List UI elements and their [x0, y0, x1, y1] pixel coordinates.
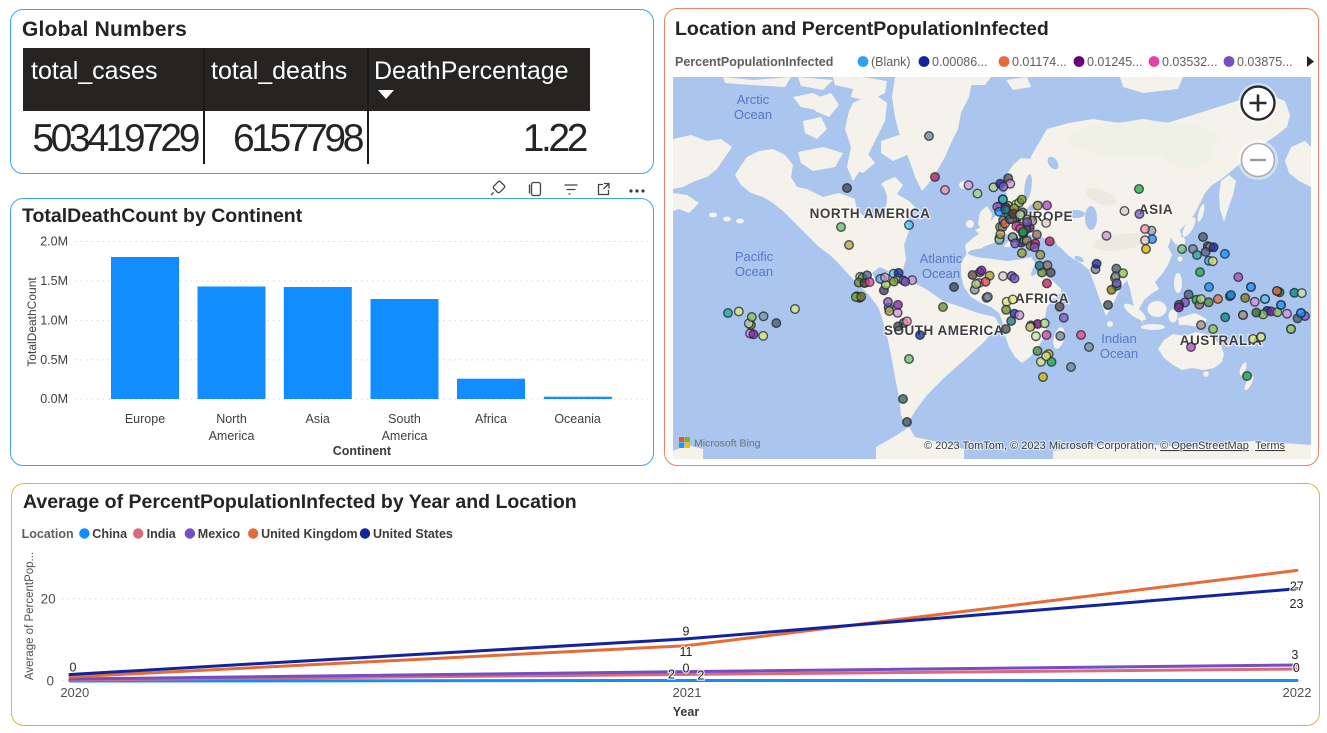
svg-text:Ocean: Ocean — [922, 266, 960, 281]
svg-text:11: 11 — [680, 645, 693, 659]
svg-text:3: 3 — [1291, 648, 1298, 662]
svg-text:0.0M: 0.0M — [40, 392, 68, 406]
svg-text:Year: Year — [673, 705, 700, 719]
svg-text:North: North — [216, 412, 247, 426]
svg-text:United Kingdom: United Kingdom — [261, 527, 358, 541]
svg-text:(Blank): (Blank) — [871, 55, 911, 69]
svg-text:20: 20 — [41, 591, 56, 606]
svg-text:0.01245...: 0.01245... — [1087, 55, 1143, 69]
svg-text:0.00086...: 0.00086... — [932, 55, 988, 69]
svg-text:South: South — [388, 412, 421, 426]
svg-text:SOUTH AMERICA: SOUTH AMERICA — [884, 323, 1004, 338]
svg-text:Asia: Asia — [306, 412, 330, 426]
svg-text:Europe: Europe — [125, 412, 165, 426]
svg-text:27: 27 — [1290, 579, 1304, 593]
svg-text:2: 2 — [668, 667, 675, 681]
svg-text:0.5M: 0.5M — [40, 353, 68, 367]
svg-text:America: America — [209, 429, 255, 443]
svg-text:0: 0 — [1293, 661, 1300, 675]
svg-text:2.0M: 2.0M — [40, 235, 68, 249]
svg-text:India: India — [147, 527, 177, 541]
svg-text:Continent: Continent — [333, 444, 392, 458]
svg-text:2020: 2020 — [60, 685, 89, 700]
svg-text:TotalDeathCount: TotalDeathCount — [25, 277, 39, 367]
svg-text:2021: 2021 — [673, 685, 702, 700]
svg-text:ASIA: ASIA — [1139, 202, 1173, 217]
svg-text:AUSTRALIA: AUSTRALIA — [1180, 333, 1263, 348]
svg-text:Africa: Africa — [475, 412, 507, 426]
svg-text:© 2023 TomTom, © 2023 Microsof: © 2023 TomTom, © 2023 Microsoft Corporat… — [924, 440, 1286, 452]
svg-text:0.03532...: 0.03532... — [1162, 55, 1218, 69]
svg-text:0: 0 — [683, 661, 690, 675]
svg-text:0.03875...: 0.03875... — [1237, 55, 1293, 69]
svg-text:9: 9 — [683, 624, 690, 638]
svg-text:Indian: Indian — [1101, 331, 1136, 346]
svg-text:Atlantic: Atlantic — [920, 251, 963, 266]
svg-text:Location: Location — [22, 527, 74, 541]
svg-text:23: 23 — [1290, 597, 1304, 611]
svg-text:Ocean: Ocean — [734, 107, 772, 122]
svg-text:United States: United States — [373, 527, 453, 541]
svg-text:Arctic: Arctic — [737, 92, 770, 107]
svg-text:0: 0 — [46, 673, 54, 688]
svg-text:Mexico: Mexico — [198, 527, 241, 541]
svg-text:1.5M: 1.5M — [40, 274, 68, 288]
svg-text:2022: 2022 — [1283, 685, 1312, 700]
svg-text:Microsoft Bing: Microsoft Bing — [694, 438, 761, 450]
svg-text:Pacific: Pacific — [735, 249, 774, 264]
svg-text:0.01174...: 0.01174... — [1012, 55, 1067, 69]
svg-text:Ocean: Ocean — [735, 264, 773, 279]
svg-text:America: America — [382, 429, 428, 443]
svg-text:Ocean: Ocean — [1100, 346, 1138, 361]
svg-text:2: 2 — [697, 669, 704, 683]
svg-text:0: 0 — [70, 660, 77, 674]
svg-text:AFRICA: AFRICA — [1015, 291, 1069, 306]
svg-text:Oceania: Oceania — [554, 412, 601, 426]
svg-text:Average of PercentPop...: Average of PercentPop... — [24, 552, 36, 680]
svg-text:NORTH AMERICA: NORTH AMERICA — [810, 206, 931, 221]
svg-text:China: China — [92, 527, 128, 541]
svg-text:1.0M: 1.0M — [40, 314, 68, 328]
